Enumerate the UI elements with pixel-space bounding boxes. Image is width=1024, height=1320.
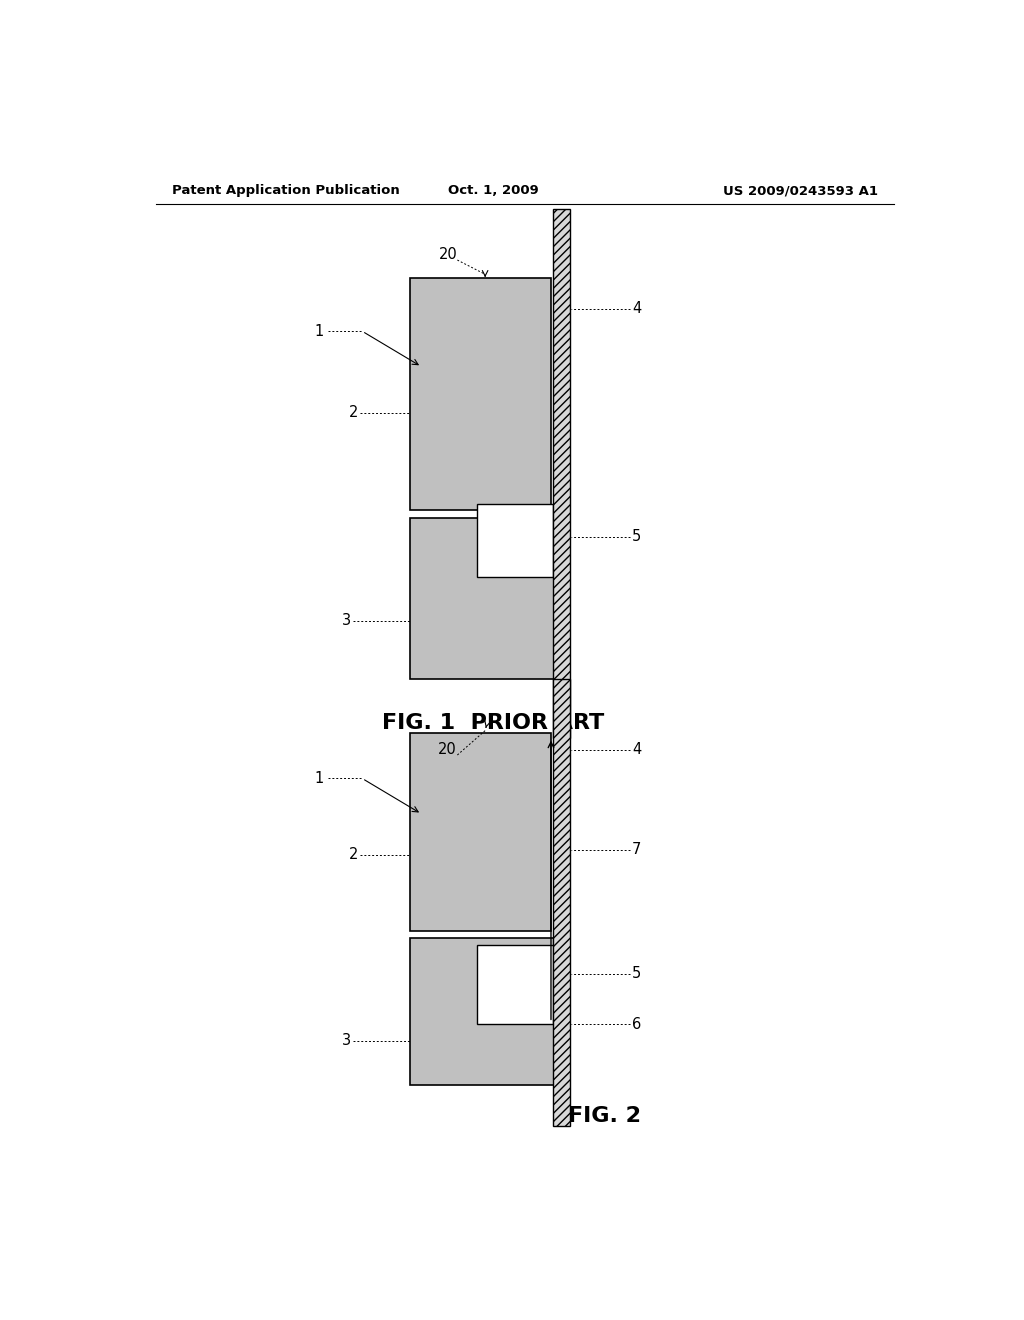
Text: 5: 5 — [632, 966, 641, 981]
Bar — [410, 279, 551, 510]
Text: 4: 4 — [632, 301, 641, 317]
Bar — [477, 504, 553, 577]
Text: 3: 3 — [342, 1034, 351, 1048]
Text: Patent Application Publication: Patent Application Publication — [172, 185, 399, 198]
Bar — [410, 519, 559, 678]
Text: FIG. 2: FIG. 2 — [567, 1106, 641, 1126]
Text: FIG. 1  PRIOR ART: FIG. 1 PRIOR ART — [382, 713, 604, 733]
Text: 7: 7 — [632, 842, 641, 857]
Text: 20: 20 — [437, 742, 457, 758]
Text: 20: 20 — [439, 247, 458, 263]
Text: 5: 5 — [632, 529, 641, 544]
Text: 4: 4 — [632, 742, 641, 758]
Text: Oct. 1, 2009: Oct. 1, 2009 — [447, 185, 539, 198]
Bar — [410, 733, 551, 931]
Bar — [553, 678, 570, 1126]
Bar — [553, 210, 570, 738]
Text: 1: 1 — [314, 771, 324, 785]
Bar — [410, 939, 559, 1085]
Text: 2: 2 — [348, 847, 358, 862]
Text: 2: 2 — [348, 405, 358, 420]
Text: 1: 1 — [314, 323, 324, 339]
Text: 6: 6 — [632, 1016, 641, 1032]
Bar — [477, 945, 553, 1024]
Text: 3: 3 — [342, 614, 351, 628]
Text: US 2009/0243593 A1: US 2009/0243593 A1 — [723, 185, 878, 198]
